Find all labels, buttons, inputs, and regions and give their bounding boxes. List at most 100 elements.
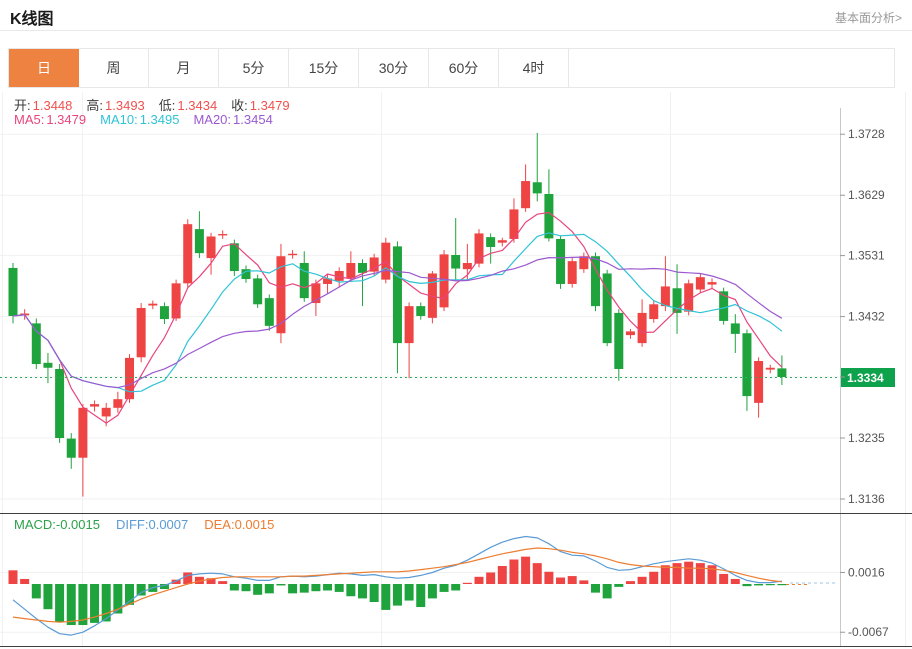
tab-day[interactable]: 日 [9,49,79,87]
macd-bar [719,573,729,584]
macd-bar [20,578,30,584]
macd-bar [136,584,146,596]
candle-body [206,236,216,259]
macd-bar [392,584,402,606]
diff-line [12,535,782,636]
candle-body [171,283,181,319]
macd-bar [474,576,484,584]
ohlc-high: 高: 1.3493 [86,98,145,113]
ma-info-row: MA5: 1.3479 MA10: 1.3495 MA20: 1.3454 [14,112,287,127]
candle-body [754,360,764,403]
candle-body [672,288,682,313]
candle-body [31,323,41,365]
macd-bar [288,584,298,594]
candle-body [509,209,519,239]
candle-body [101,407,111,417]
dea-value: DEA:0.0015 [204,517,275,532]
tab-5min[interactable]: 5分 [219,49,289,87]
candle-body [707,282,717,285]
candle-body [159,306,169,320]
candle-body [253,278,263,305]
tab-month[interactable]: 月 [149,49,219,87]
macd-bar [695,563,705,584]
macd-bar [614,584,624,587]
candle-body [462,263,472,270]
candle-body [532,182,542,194]
price-tick-label: 1.3235 [848,431,885,445]
period-tabbar: 日周月 5分 15分 30分 60分 4时 [8,48,895,88]
macd-bar [567,576,577,584]
candle-body [684,283,694,312]
svg-text:1.3334: 1.3334 [847,371,884,385]
candle-body [591,256,600,307]
macd-bar [497,566,507,584]
candle-body [719,291,729,321]
macd-bar [323,584,333,591]
tab-week[interactable]: 周 [79,49,149,87]
ohlc-open: 开: 1.3448 [14,98,73,113]
macd-bar [8,570,18,584]
macd-bar [311,584,321,592]
macd-tick-label: 0.0016 [848,565,885,579]
header-bar: K线图 基本面分析> [0,0,912,31]
macd-bar [416,584,426,608]
candle-body [90,404,100,407]
ma10-line [12,232,783,393]
macd-bar [509,559,519,584]
candle-body [521,181,531,209]
macd-bar [672,563,682,584]
macd-info-row: MACD:-0.0015 DIFF:0.0007 DEA:0.0015 [14,517,290,532]
candle-body [486,237,496,247]
macd-bar [521,556,531,584]
candle-body [136,307,146,358]
ohlc-close: 收: 1.3479 [231,98,290,113]
candle-body [451,254,461,269]
candle-body [78,407,88,458]
candle-body [625,331,635,336]
macd-bar [171,579,181,584]
macd-bar [591,584,600,593]
candle-body [614,312,624,369]
ohlc-low: 低: 1.3434 [158,98,218,113]
candle-body [742,333,752,397]
fundamental-analysis-link[interactable]: 基本面分析> [834,11,902,25]
macd-bar [229,584,239,591]
macd-bar [241,584,251,592]
ohlc-info-row: 开: 1.3448 高: 1.3493 低: 1.3434 收: 1.3479 [14,95,304,114]
macd-bar [78,584,88,626]
price-tick-label: 1.3432 [848,310,885,324]
macd-bar [427,584,437,599]
ma20-value: MA20: 1.3454 [193,112,273,127]
macd-bar [358,584,367,599]
tab-60min[interactable]: 60分 [429,49,499,87]
tab-15min[interactable]: 15分 [289,49,359,87]
candle-body [730,323,740,334]
candle-body [194,229,204,254]
macd-bar [532,563,542,584]
candle-body [276,256,286,334]
macd-bar [439,584,449,592]
macd-bar [194,576,204,584]
macd-bar [206,578,216,584]
macd-bar [346,584,356,597]
macd-value: MACD:-0.0015 [14,517,100,532]
candle-body [474,233,484,264]
tab-4hour[interactable]: 4时 [499,49,569,87]
macd-bar [276,584,286,586]
candle-body [567,261,577,284]
macd-tick-label: -0.0067 [848,625,889,639]
macd-bar [625,581,635,584]
candle-body [649,304,659,320]
diff-value: DIFF:0.0007 [115,517,189,532]
candle-body [777,368,787,377]
macd-bar [754,584,764,586]
macd-bar [765,584,775,586]
tab-30min[interactable]: 30分 [359,49,429,87]
macd-bar [486,572,496,584]
candle-body [579,256,589,270]
macd-lines [12,535,838,636]
price-tick-label: 1.3629 [848,188,885,202]
macd-bar [253,584,263,595]
candle-body [229,243,239,272]
